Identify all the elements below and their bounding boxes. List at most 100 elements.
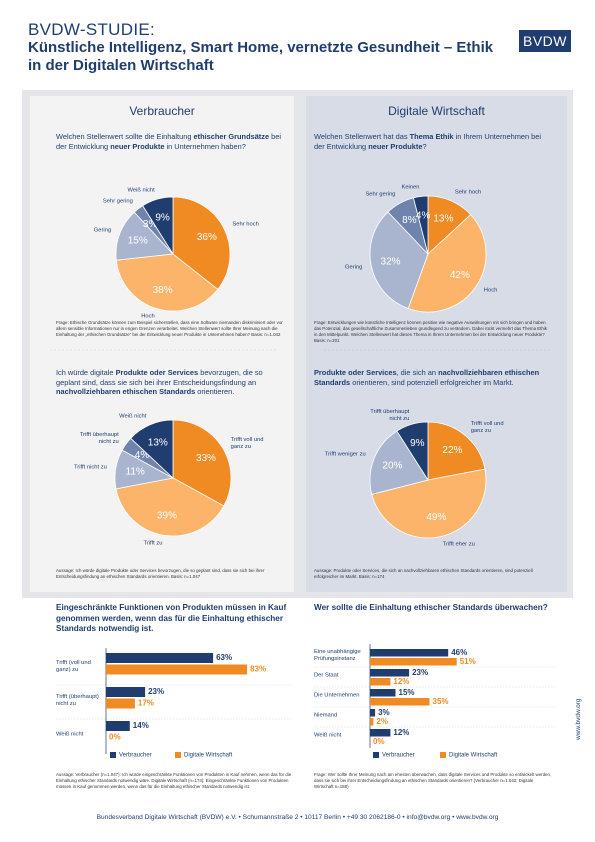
value-label: 12% <box>393 728 409 737</box>
question-part: Welchen Stellenwert sollte die Einhaltun… <box>56 132 194 141</box>
value-label: 63% <box>216 653 232 662</box>
bar <box>370 698 430 706</box>
value-label: 0% <box>109 733 121 742</box>
value-label: 17% <box>138 699 154 708</box>
category-label: Niemand <box>314 712 338 719</box>
category-label: Eine unabhängige Prüfungsinstanz <box>314 649 361 662</box>
note: Aussage: Ich würde digitale Produkte ode… <box>56 568 265 579</box>
question: Ich würde digitale Produkte oder Service… <box>56 368 284 397</box>
category-label: Trifft eher zu <box>442 541 475 548</box>
value-label: 14% <box>133 721 149 730</box>
question: Produkte oder Services, die sich an nach… <box>314 368 546 387</box>
bar <box>370 718 374 726</box>
column-header: Verbraucher <box>129 104 195 118</box>
pie-slice <box>115 253 219 312</box>
bar <box>370 669 410 677</box>
category-label: Der Staat <box>314 672 339 679</box>
question-part: Ich würde digitale <box>56 368 116 377</box>
question-part: , die sich an <box>396 368 439 377</box>
note: Frage: Wer sollte Ihrer Meinung nach am … <box>314 772 552 789</box>
question-part: orientieren. <box>195 387 235 397</box>
legend-swatch <box>175 752 181 758</box>
value-label: 3% <box>378 708 390 717</box>
category-label: Sehr hoch <box>454 189 482 196</box>
category-label: Trifft voll und ganz zu <box>470 421 504 435</box>
value-label: 9% <box>155 212 170 223</box>
value-label: 51% <box>460 657 476 666</box>
category-label: Trifft nicht zu <box>73 464 107 471</box>
question-part: bei der Entwicklung <box>56 132 281 151</box>
legend-label: Verbraucher <box>119 753 152 759</box>
value-label: 38% <box>153 285 173 296</box>
category-label: Trifft überhaupt nicht zu <box>79 431 119 445</box>
category-label: Trifft weniger zu <box>324 451 366 458</box>
bar <box>370 658 457 666</box>
pie-slice <box>115 477 225 537</box>
question-part: Welchen Stellenwert hat das <box>314 132 410 141</box>
category-label: Trifft (voll und ganz) zu <box>56 660 91 673</box>
value-label: 42% <box>450 270 470 281</box>
title: Künstliche Intelligenz, Smart Home, vern… <box>28 39 494 74</box>
bar <box>370 689 396 697</box>
category-label: Trifft zu <box>143 540 163 547</box>
bar <box>370 649 449 657</box>
value-label: 32% <box>381 256 401 267</box>
legend-label: Verbraucher <box>382 753 415 759</box>
question-part: bevorzugen, die so geplant sind, dass si… <box>56 368 263 387</box>
bar <box>106 653 214 663</box>
pie-slice <box>407 214 487 313</box>
category-label: Die Unternehmen <box>314 692 360 699</box>
pie-slice <box>427 421 486 481</box>
value-label: 15% <box>399 688 415 697</box>
footer: Bundesverband Digitale Wirtschaft (BVDW)… <box>96 814 499 821</box>
column-header: Digitale Wirtschaft <box>388 104 485 118</box>
pie-slice <box>371 468 487 539</box>
category-label: Hoch <box>141 313 155 320</box>
value-label: 35% <box>433 697 449 706</box>
question-part: ethischer Grundsätze <box>193 132 270 141</box>
note: Aussage: Produkte oder Services, die sic… <box>314 568 533 579</box>
question-part: ? <box>422 141 427 151</box>
category-label: Sehr gering <box>102 198 133 205</box>
question-part: in Ihrem Unternehmen bei der Entwicklung <box>314 132 542 151</box>
pie-slice <box>130 419 174 479</box>
note: Aussage: Verbraucher (n=1.047): Ich würd… <box>56 772 292 789</box>
legend-swatch <box>440 752 446 758</box>
category-label: Gering <box>93 227 112 234</box>
value-label: 22% <box>442 445 462 456</box>
value-label: 13% <box>148 438 168 449</box>
legend-swatch <box>110 752 116 758</box>
category-label: Keinen <box>401 184 420 191</box>
question-part: Thema Ethik <box>409 132 454 141</box>
question-part: orientieren, sind potenziell erfolgreich… <box>350 377 514 387</box>
legend-swatch <box>373 752 379 758</box>
question-part: nachvollziehbaren ethischen Standards <box>56 387 196 397</box>
value-label: 49% <box>426 512 446 523</box>
question-part: neuer Produkte <box>368 141 423 151</box>
logo: BVDW <box>523 33 567 49</box>
pie-slice <box>172 419 232 507</box>
category-label: Weiß nicht <box>127 187 155 194</box>
question-part: Produkte oder Services <box>314 368 397 377</box>
chart-title: Wer sollte die Einhaltung ethischer Stan… <box>314 603 548 612</box>
value-label: 20% <box>382 461 402 472</box>
bar <box>106 721 130 731</box>
question-part: Produkte oder Services <box>115 368 199 377</box>
chart-title: Eingeschränkte Funktionen von Produkten … <box>56 603 287 634</box>
category-label: Weiß nicht <box>314 732 342 739</box>
value-label: 11% <box>126 467 145 478</box>
bar <box>370 709 376 717</box>
value-label: 0% <box>373 737 385 746</box>
value-label: 9% <box>410 438 425 449</box>
value-label: 12% <box>393 677 409 686</box>
value-label: 83% <box>250 665 266 674</box>
note: Frage: Entwicklungen wie künstliche Inte… <box>314 320 547 343</box>
pie-slice <box>369 211 429 310</box>
value-label: 15% <box>128 235 148 246</box>
bar <box>370 729 391 737</box>
question-part: in Unternehmen haben? <box>164 141 246 151</box>
question: Welchen Stellenwert sollte die Einhaltun… <box>56 132 284 151</box>
value-label: 23% <box>412 668 428 677</box>
